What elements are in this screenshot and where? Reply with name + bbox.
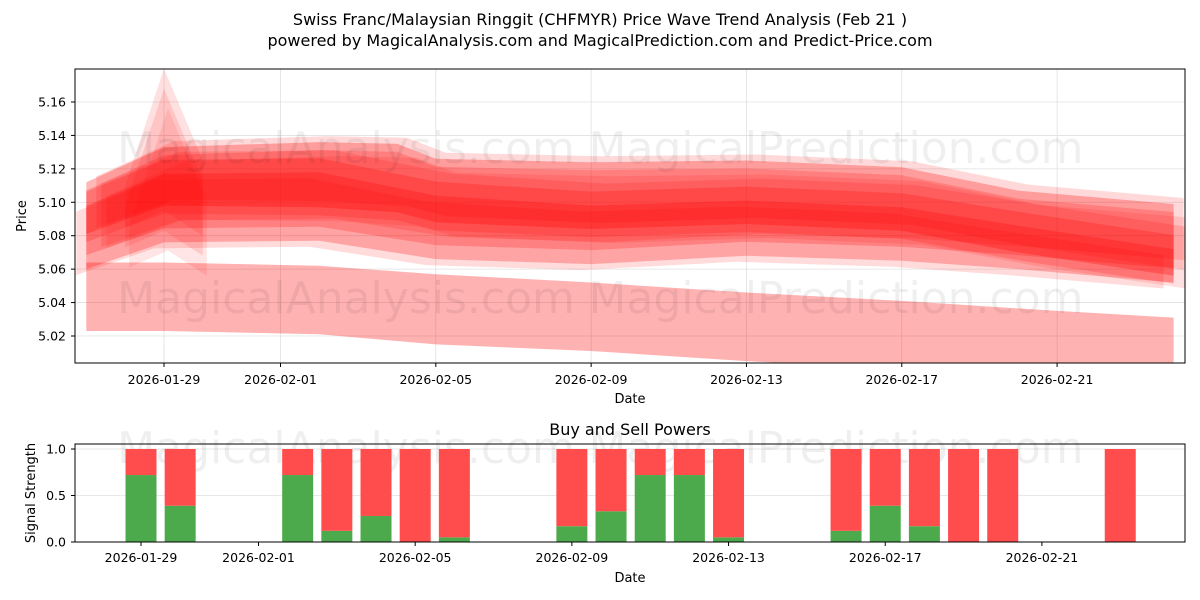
buy-bar (713, 537, 745, 542)
x-tick-label: 2026-02-09 (536, 550, 609, 565)
buy-bar (869, 505, 901, 542)
sell-bar (595, 449, 627, 512)
sell-bar (908, 449, 940, 527)
x-tick-label: 2026-02-05 (379, 550, 452, 565)
watermark-text: MagicalPrediction.com (589, 123, 1084, 174)
x-tick-label: 2026-02-13 (692, 550, 765, 565)
y-tick-label: 1.0 (46, 442, 66, 457)
sell-bar (399, 449, 431, 542)
main-plot-frame (74, 68, 1186, 364)
y-tick-label: 5.04 (38, 295, 66, 310)
buy-bar (673, 475, 705, 542)
sell-bar (987, 449, 1019, 542)
sell-bar (556, 449, 588, 527)
y-tick-label: 5.12 (38, 161, 66, 176)
price-band-core-band (76, 178, 1164, 289)
watermark-text: MagicalPrediction.com (589, 273, 1084, 324)
bar-plot-frame (74, 443, 1186, 543)
price-band-upper-envelope (86, 142, 1174, 276)
buy-bar (282, 475, 314, 542)
x-tick-label: 2026-01-29 (105, 550, 178, 565)
watermark-text: MagicalAnalysis.com (117, 123, 575, 174)
sell-bar (713, 449, 745, 538)
price-band-core-band (101, 150, 1185, 261)
x-tick-label: 2026-02-21 (1021, 372, 1094, 387)
x-tick-label: 2026-02-01 (222, 550, 295, 565)
sell-bar (164, 449, 196, 506)
y-tick-label: 5.06 (38, 262, 66, 277)
sell-bar (438, 449, 470, 538)
bar-y-axis-label: Signal Strength (24, 443, 39, 543)
buy-bar (556, 526, 588, 542)
sell-bar (948, 449, 980, 542)
bar-x-axis-label: Date (614, 571, 645, 586)
bar-chart-title: Buy and Sell Powers (549, 420, 711, 439)
bar-axes: 0.0 0.5 1.0 2026-01-29 2026-02-01 2026-02-05 2… (46, 442, 1078, 566)
price-band-lower-band (86, 262, 1174, 363)
buy-bar (908, 526, 940, 542)
watermark-main: MagicalAnalysis.com MagicalPrediction.com… (117, 123, 1083, 324)
sell-bar (125, 449, 157, 476)
x-tick-label: 2026-01-29 (128, 372, 201, 387)
main-grid (75, 69, 1185, 363)
x-tick-label: 2026-02-17 (865, 372, 938, 387)
x-tick-label: 2026-02-01 (244, 372, 317, 387)
x-tick-label: 2026-02-17 (849, 550, 922, 565)
price-band-core-band (86, 158, 1174, 269)
x-tick-label: 2026-02-09 (555, 372, 628, 387)
y-tick-label: 0.0 (46, 535, 66, 550)
buy-bar (164, 505, 196, 542)
price-band-upper-envelope (96, 136, 1184, 270)
price-band-spike-wave (125, 88, 203, 256)
main-axes: 5.02 5.04 5.06 5.08 5.10 5.12 5.14 5.16 2026-01-… (38, 95, 1093, 388)
y-tick-label: 5.10 (38, 195, 66, 210)
sell-bar (673, 449, 705, 476)
watermark-text: MagicalAnalysis.com (117, 273, 575, 324)
y-tick-label: 5.14 (38, 128, 66, 143)
sell-bar (360, 449, 392, 516)
y-tick-label: 5.02 (38, 328, 66, 343)
y-tick-label: 5.08 (38, 228, 66, 243)
price-band-core-band (86, 172, 1174, 283)
y-tick-label: 0.5 (46, 488, 66, 503)
chart-title: Swiss Franc/Malaysian Ringgit (CHFMYR) P… (292, 10, 908, 29)
sell-bar (282, 449, 314, 476)
sell-bar (321, 449, 353, 531)
sell-bar (869, 449, 901, 506)
buy-bar (438, 537, 470, 542)
main-y-axis-label: Price (15, 200, 30, 232)
price-band-spike-wave (129, 108, 207, 276)
x-tick-label: 2026-02-05 (399, 372, 472, 387)
price-bands (76, 69, 1185, 363)
sell-bar (634, 449, 666, 476)
sell-bar (1104, 449, 1136, 542)
buy-bar (830, 530, 862, 542)
price-band-upper-envelope (106, 156, 1185, 289)
buy-sell-bars (125, 449, 1136, 542)
buy-bar (634, 475, 666, 542)
price-band-upper-envelope (86, 150, 1174, 284)
buy-bar (321, 530, 353, 542)
sell-bar (830, 449, 862, 531)
x-tick-label: 2026-02-13 (710, 372, 783, 387)
buy-bar (360, 515, 392, 542)
chart-subtitle: powered by MagicalAnalysis.com and Magic… (267, 31, 933, 50)
buy-bar (595, 511, 627, 542)
price-band-spike-wave (125, 69, 203, 236)
y-tick-label: 5.16 (38, 95, 66, 110)
main-x-axis-label: Date (614, 392, 645, 407)
buy-bar (125, 475, 157, 542)
x-tick-label: 2026-02-21 (1006, 550, 1079, 565)
